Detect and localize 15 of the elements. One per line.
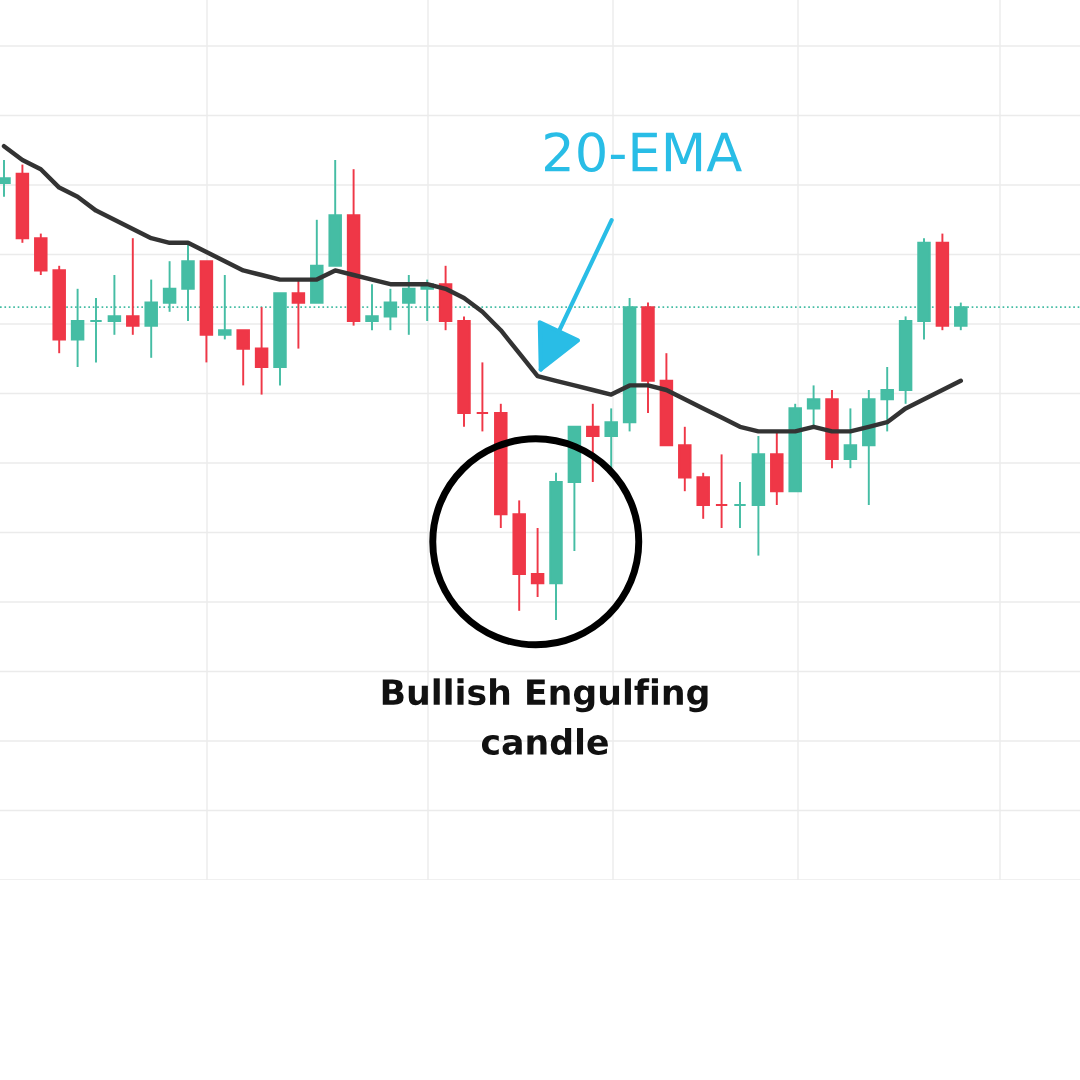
candlestick (365, 283, 379, 332)
candlestick (586, 402, 600, 483)
candlestick (475, 361, 490, 433)
text: Bullish Engulfing candle (382, 678, 708, 755)
candlestick (126, 237, 140, 336)
candlestick (806, 384, 821, 428)
candlestick (254, 306, 269, 396)
candlestick (733, 481, 747, 529)
text: 20-EMA (545, 132, 742, 173)
candlestick (714, 453, 729, 529)
candlestick (880, 366, 894, 433)
candlestick (604, 407, 618, 470)
candlestick (530, 527, 545, 598)
candlestick (236, 329, 250, 387)
candlestick (843, 407, 858, 470)
